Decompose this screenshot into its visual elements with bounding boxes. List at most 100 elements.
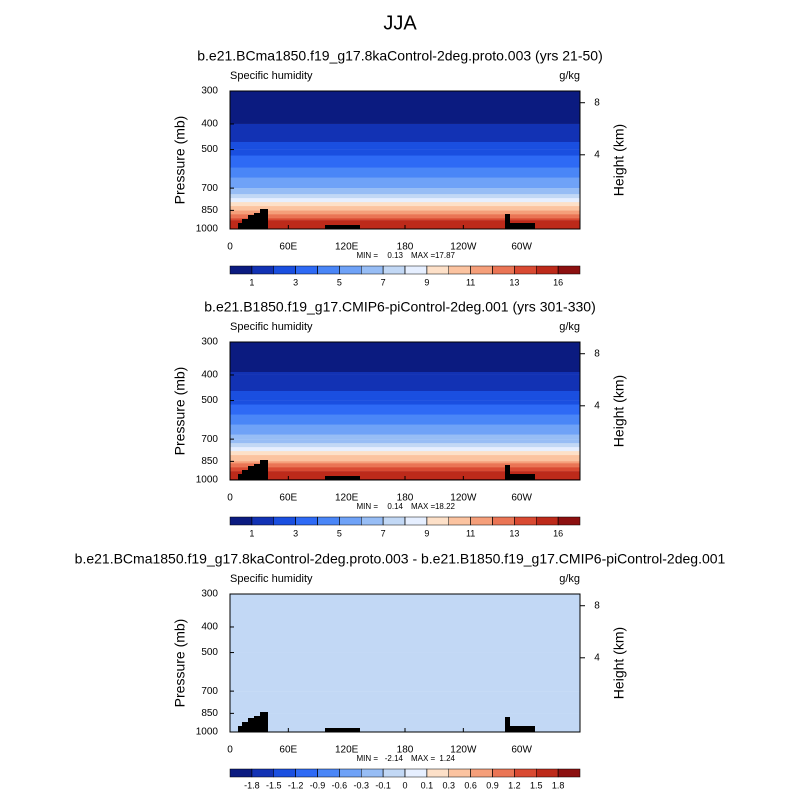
field-strip (230, 652, 580, 653)
colorbar-label: 0.3 (442, 780, 455, 790)
y2-tick-label: 4 (594, 400, 600, 411)
colorbar-label: 1 (249, 277, 254, 287)
left-label: Specific humidity (230, 70, 313, 82)
y-tick-label: 850 (201, 205, 218, 216)
colorbar-box (558, 517, 580, 525)
x-tick-label: 0 (227, 745, 233, 756)
colorbar-label: -1.2 (288, 780, 304, 790)
colorbar-box (252, 517, 274, 525)
y-tick-label: 1000 (196, 475, 219, 486)
panel: b.e21.BCma1850.f19_g17.8kaControl-2deg.p… (172, 48, 627, 288)
field-strip (230, 188, 580, 189)
panel: b.e21.BCma1850.f19_g17.8kaControl-2deg.p… (75, 551, 726, 791)
colorbar-box (405, 517, 427, 525)
x-tick-label: 120E (335, 493, 359, 504)
colorbar-label: 0 (402, 780, 407, 790)
y2-tick-label: 8 (594, 348, 600, 359)
colorbar-box (318, 769, 340, 777)
right-label: g/kg (559, 70, 580, 82)
min-label: MIN = (356, 754, 378, 763)
min-label: MIN = (356, 502, 378, 511)
field-strip (230, 208, 580, 210)
colorbar-box (471, 769, 493, 777)
y2-tick-label: 4 (594, 149, 600, 160)
field-strip (230, 459, 580, 461)
colorbar-box (427, 266, 449, 274)
colorbar-box (296, 266, 318, 274)
colorbar-label: -0.9 (310, 780, 326, 790)
colorbar-box (405, 266, 427, 274)
colorbar-label: 16 (553, 277, 563, 287)
y-tick-label: 700 (201, 183, 218, 194)
colorbar-box (471, 266, 493, 274)
y-tick-label: 500 (201, 395, 218, 406)
colorbar-box (318, 266, 340, 274)
y-tick-label: 500 (201, 647, 218, 658)
y-tick-label: 850 (201, 456, 218, 467)
y-tick-label: 300 (201, 337, 218, 348)
colorbar-box (339, 266, 361, 274)
max-value: 1.24 (439, 754, 455, 763)
colorbar-box (449, 517, 471, 525)
y-tick-label: 850 (201, 708, 218, 719)
colorbar-box (514, 517, 536, 525)
colorbar-label: 13 (509, 277, 519, 287)
x-tick-label: 120E (335, 242, 359, 253)
colorbar-box (536, 266, 558, 274)
colorbar-box (427, 769, 449, 777)
colorbar-box (536, 769, 558, 777)
left-label: Specific humidity (230, 321, 313, 333)
y-tick-label: 400 (201, 370, 218, 381)
colorbar-label: -1.8 (244, 780, 260, 790)
colorbar-box (383, 769, 405, 777)
y-tick-label: 500 (201, 144, 218, 155)
panel-title: b.e21.BCma1850.f19_g17.8kaControl-2deg.p… (197, 48, 602, 64)
field-strip (230, 469, 580, 471)
panel: b.e21.B1850.f19_g17.CMIP6-piControl-2deg… (172, 299, 627, 539)
y-axis-title: Pressure (mb) (172, 116, 188, 205)
colorbar-box (361, 769, 383, 777)
field-strip (230, 439, 580, 440)
min-value: -2.14 (385, 754, 404, 763)
colorbar-box (274, 517, 296, 525)
max-value: 17.87 (435, 251, 456, 260)
y-tick-label: 700 (201, 434, 218, 445)
colorbar-box (274, 266, 296, 274)
colorbar-label: 0.1 (421, 780, 434, 790)
colorbar-label: 0.9 (486, 780, 499, 790)
colorbar-box (339, 769, 361, 777)
colorbar-label: 7 (381, 528, 386, 538)
y2-axis-title: Height (km) (611, 375, 627, 447)
colorbar-box (230, 517, 252, 525)
field-strip (230, 711, 580, 713)
colorbar-label: 1.2 (508, 780, 521, 790)
y-tick-label: 700 (201, 686, 218, 697)
y2-axis-title: Height (km) (611, 124, 627, 196)
y-tick-label: 400 (201, 119, 218, 130)
colorbar-label: 7 (381, 277, 386, 287)
colorbar-box (493, 266, 515, 274)
figure-title: JJA (383, 12, 417, 34)
panel-title: b.e21.B1850.f19_g17.CMIP6-piControl-2deg… (204, 299, 595, 315)
colorbar-label: 1.8 (552, 780, 565, 790)
y-tick-label: 1000 (196, 224, 219, 235)
field-strip (230, 218, 580, 220)
colorbar-label: 11 (466, 528, 475, 538)
colorbar-label: 11 (466, 277, 475, 287)
right-label: g/kg (559, 573, 580, 585)
colorbar-box (493, 517, 515, 525)
panel-title: b.e21.BCma1850.f19_g17.8kaControl-2deg.p… (75, 551, 726, 567)
colorbar-box (536, 517, 558, 525)
max-value: 18.22 (435, 502, 456, 511)
x-tick-label: 60W (511, 493, 532, 504)
colorbar-box (558, 769, 580, 777)
colorbar-label: 3 (293, 277, 298, 287)
y2-tick-label: 8 (594, 600, 600, 611)
colorbar-label: -0.1 (375, 780, 391, 790)
x-tick-label: 60W (511, 745, 532, 756)
field-strip (230, 123, 580, 124)
colorbar-box (471, 517, 493, 525)
colorbar-label: -1.5 (266, 780, 282, 790)
y-tick-label: 1000 (196, 727, 219, 738)
colorbar-box (449, 769, 471, 777)
